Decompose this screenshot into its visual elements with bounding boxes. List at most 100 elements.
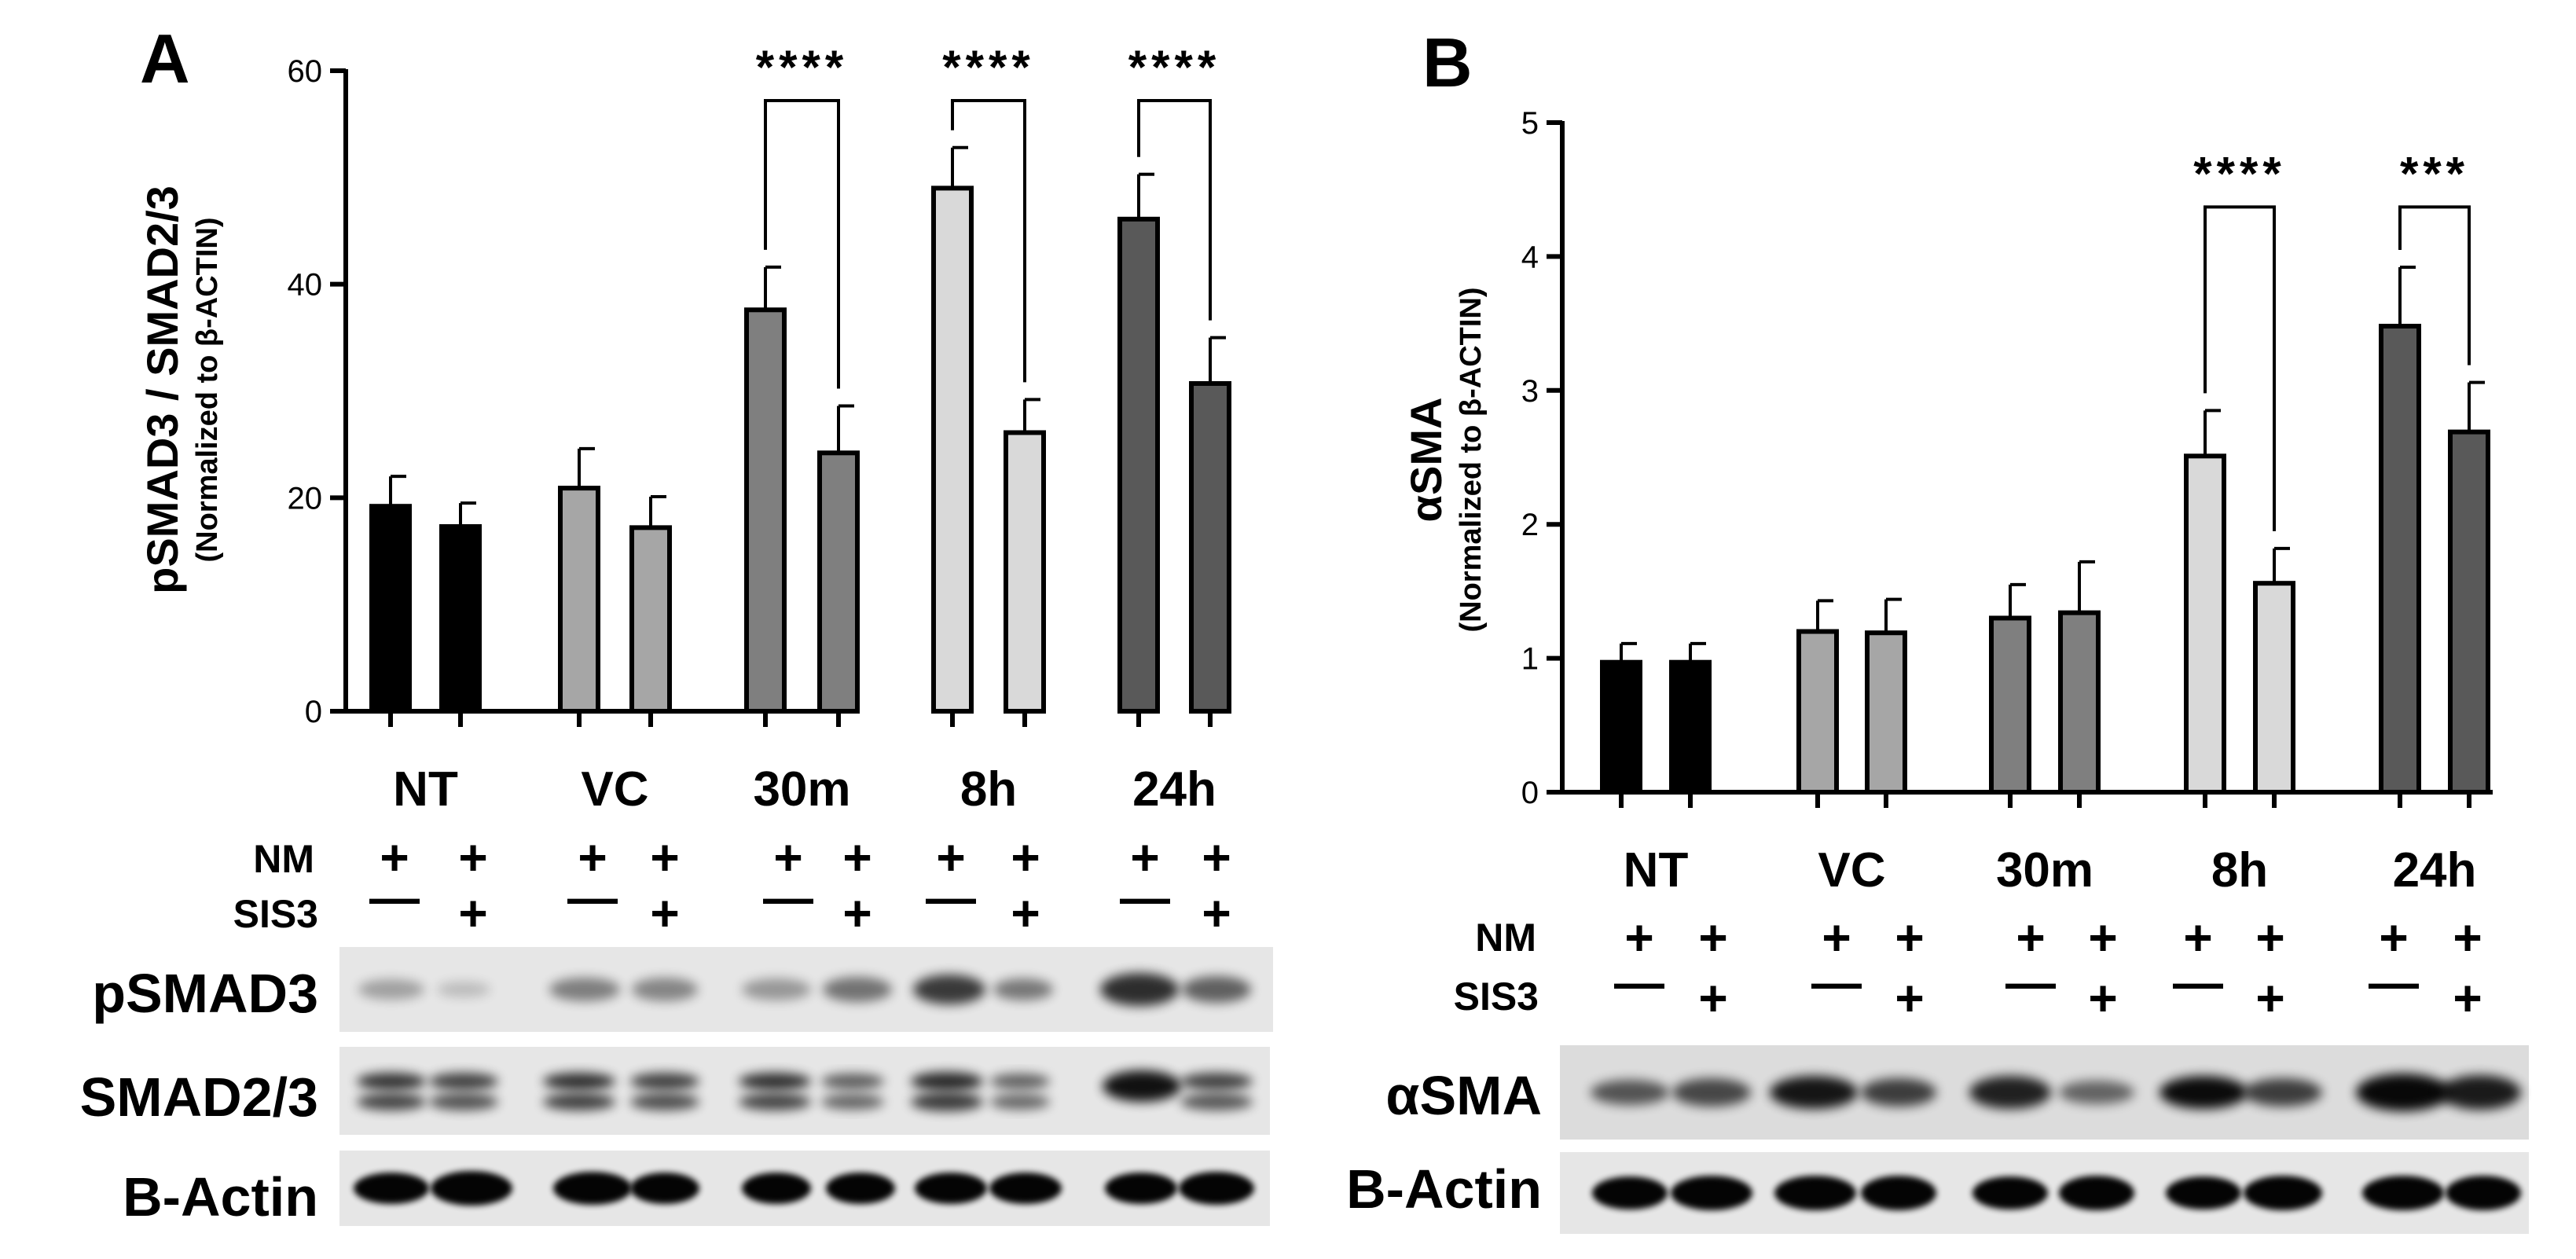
- sis3-sign: +: [842, 885, 872, 941]
- nm-signs-a: + + + + + + + + + +: [380, 829, 1231, 886]
- bactin-a-band: [742, 1173, 811, 1204]
- significance-label: ****: [942, 41, 1034, 94]
- category-label: 8h: [960, 762, 1017, 817]
- western-blots-b: αSMA B-Actin: [1346, 1045, 2529, 1234]
- sis3-sign: +: [1895, 970, 1924, 1026]
- y-tick-label: 40: [288, 268, 323, 303]
- bactin-b-band: [2244, 1176, 2322, 1210]
- bar-30m-nm: [1989, 615, 2031, 795]
- bar-VC-nm: [1796, 629, 1839, 795]
- psmad3-band: [742, 978, 811, 1000]
- category-label: 30m: [753, 762, 850, 817]
- sis3-sign: —: [2369, 954, 2419, 1011]
- y-tick-label: 5: [1521, 106, 1539, 141]
- nm-sign: +: [2088, 909, 2117, 966]
- bar-VC-nm-sis3: [629, 525, 672, 714]
- treatment-rows-a: NM SIS3 + + + + + + + + + + — + — + — + — + — +: [233, 829, 1231, 941]
- asma-band: [1969, 1076, 2051, 1109]
- smad23-band: [1180, 1093, 1253, 1110]
- bactin-b-band: [1671, 1176, 1752, 1210]
- western-blots-a: pSMAD3 SMAD2/3 B-Actin: [80, 947, 1273, 1228]
- bar-NT-nm: [1600, 659, 1642, 795]
- category-label: NT: [1624, 843, 1689, 897]
- y-tick-label: 4: [1521, 240, 1539, 274]
- nm-sign: +: [2183, 909, 2212, 966]
- sis3-sign: +: [2088, 970, 2117, 1026]
- smad23-band: [429, 1093, 498, 1110]
- nm-sign: +: [773, 829, 802, 886]
- y-tick-label: 0: [1521, 776, 1539, 810]
- sis3-label-a: SIS3: [233, 892, 318, 936]
- y-axis-label-a: pSMAD3 / SMAD2/3: [138, 185, 187, 594]
- sis3-signs-b: — + — + — + — + — +: [1614, 954, 2482, 1026]
- nm-sign: +: [1698, 909, 1727, 966]
- bactin-a-band: [553, 1172, 632, 1205]
- sis3-sign: —: [567, 869, 618, 926]
- sis3-sign: —: [1811, 954, 1862, 1011]
- sis3-sign: +: [2255, 970, 2284, 1026]
- nm-sign: +: [1130, 829, 1159, 886]
- smad23-band: [739, 1073, 811, 1090]
- bactin-b-band: [1972, 1176, 2048, 1209]
- bar-VC-nm-sis3: [1865, 630, 1907, 795]
- smad23-band: [543, 1093, 615, 1110]
- significance-bracket: [2398, 205, 2471, 365]
- sis3-sign: +: [458, 885, 487, 941]
- category-label: VC: [1818, 843, 1885, 897]
- nm-sign: +: [2255, 909, 2284, 966]
- error-bars-a: [389, 145, 1226, 528]
- significance-bracket: [1137, 99, 1212, 321]
- category-label: VC: [581, 762, 648, 817]
- psmad3-band: [549, 978, 620, 1001]
- sis3-sign: —: [926, 869, 976, 926]
- smad23-band: [630, 1073, 699, 1090]
- smad23-band: [357, 1073, 426, 1090]
- nm-sign: +: [1202, 829, 1231, 886]
- asma-band: [2439, 1075, 2521, 1110]
- sis3-sign: +: [1011, 885, 1040, 941]
- sis3-sign: +: [2453, 970, 2482, 1026]
- significance-label: ****: [1128, 41, 1220, 94]
- nm-sign: +: [2016, 909, 2045, 966]
- nm-sign: +: [1895, 909, 1924, 966]
- bar-8h-nm-sis3: [1004, 430, 1046, 714]
- psmad3-band: [358, 979, 424, 1000]
- smad23-band: [739, 1093, 811, 1110]
- asma-band: [2356, 1074, 2450, 1111]
- nm-signs-b: + + + + + + + + + +: [1624, 909, 2482, 966]
- panel-letter-b: B: [1422, 24, 1473, 101]
- bar-30m-nm-sis3: [2058, 610, 2101, 795]
- bactin-a-band: [1105, 1173, 1177, 1204]
- bactin-b-band: [1774, 1176, 1856, 1210]
- smad23-band: [1103, 1070, 1181, 1102]
- category-labels-a: NT VC 30m 8h 24h: [393, 762, 1216, 817]
- bactin-a-band: [630, 1173, 699, 1204]
- nm-sign: +: [2379, 909, 2408, 966]
- blot-label-psmad3: pSMAD3: [92, 963, 318, 1024]
- significance-label: ****: [756, 41, 848, 94]
- bar-24h-nm-sis3: [1189, 380, 1231, 714]
- bars-b: [1600, 324, 2490, 795]
- smad23-band: [911, 1092, 983, 1111]
- psmad3-band: [1100, 973, 1179, 1006]
- bactin-b-band: [2446, 1176, 2521, 1210]
- category-label: NT: [393, 762, 458, 817]
- panel-letter-a: A: [140, 20, 190, 97]
- asma-band: [1591, 1080, 1669, 1105]
- bar-NT-nm: [369, 504, 412, 714]
- psmad3-band: [1182, 976, 1251, 1003]
- nm-sign: +: [1822, 909, 1851, 966]
- chart-a: pSMAD3 / SMAD2/3 (Normalized to β-ACTIN)…: [138, 41, 1231, 817]
- category-label: 24h: [1132, 762, 1216, 817]
- significance-bracket: [2204, 205, 2276, 531]
- y-tick-label: 1: [1521, 642, 1539, 677]
- smad23-band: [357, 1093, 426, 1110]
- sis3-label-b: SIS3: [1454, 975, 1539, 1019]
- psmad3-band: [823, 977, 892, 1002]
- smad23-band: [630, 1093, 699, 1110]
- bactin-a-band: [1179, 1172, 1254, 1205]
- blot-label-smad23: SMAD2/3: [80, 1066, 318, 1128]
- significance-a: **** **** ****: [756, 41, 1220, 389]
- bar-30m-nm: [744, 307, 787, 714]
